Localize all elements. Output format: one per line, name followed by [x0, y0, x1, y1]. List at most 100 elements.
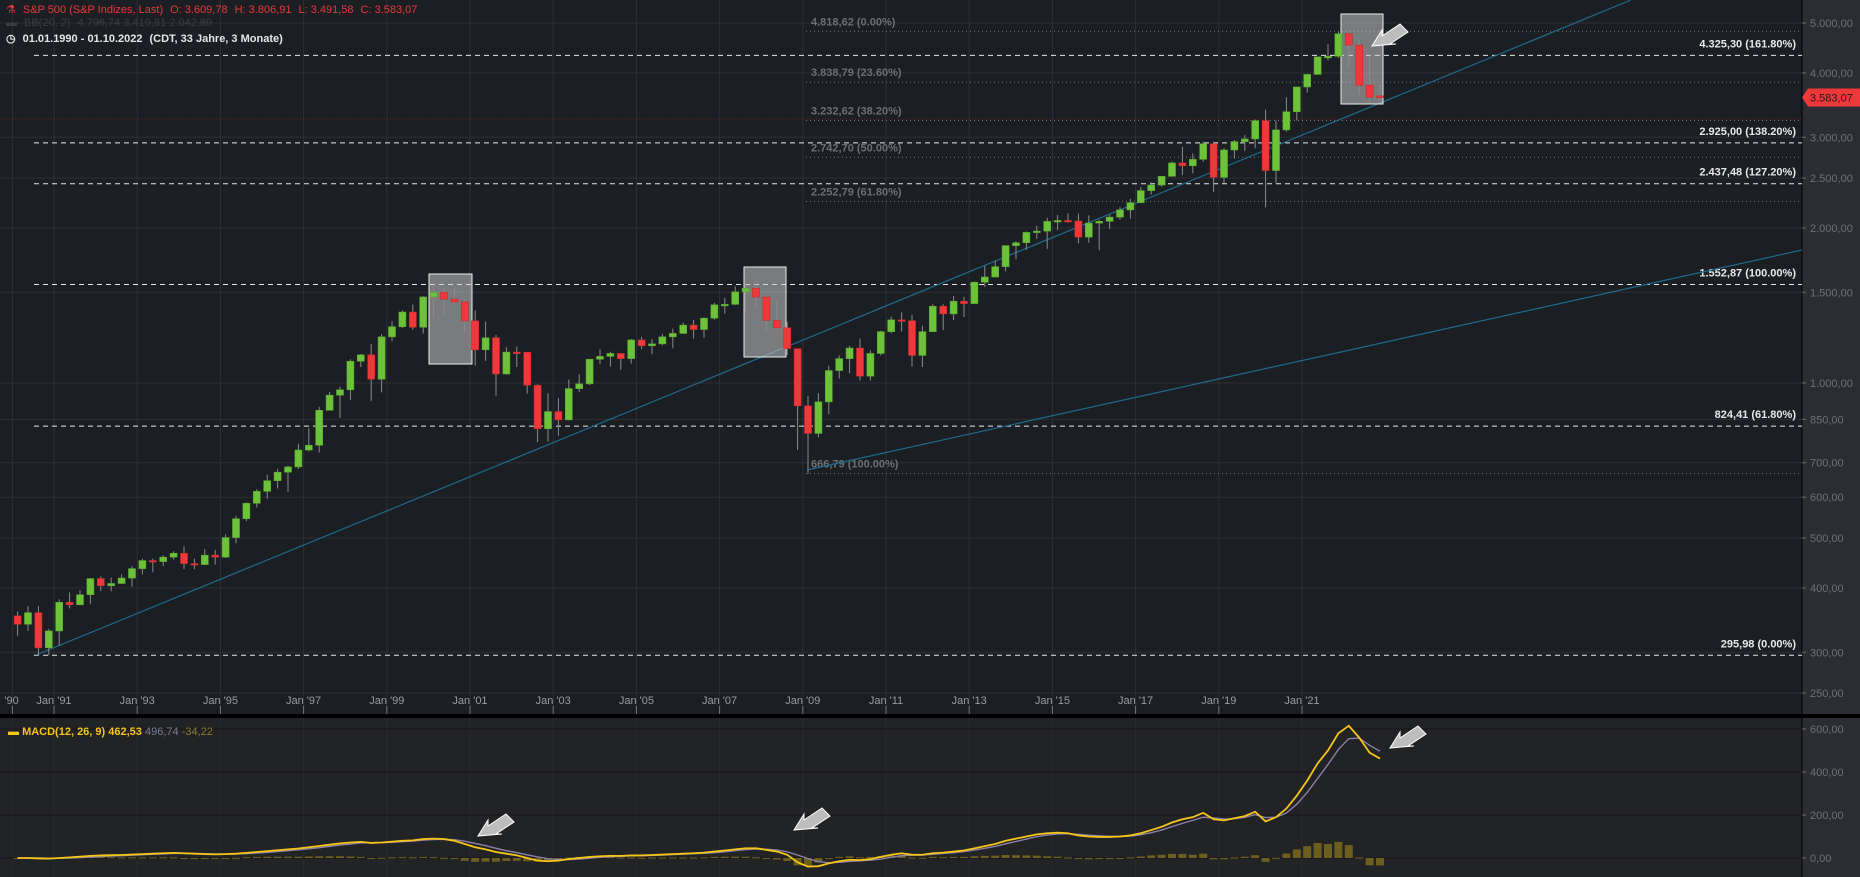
candle [731, 291, 740, 305]
candle [429, 292, 438, 298]
panel-separator[interactable] [0, 714, 1860, 718]
macd-histogram-bar [107, 857, 116, 859]
candle [325, 394, 334, 411]
macd-histogram-bar [336, 856, 344, 858]
macd-histogram-bar [221, 858, 230, 859]
candle [1137, 190, 1145, 203]
candle [440, 292, 448, 300]
candle [606, 353, 615, 357]
candle [575, 383, 584, 389]
candle [679, 324, 688, 334]
macd-histogram-bar [356, 856, 365, 858]
candle [700, 317, 708, 330]
candle [159, 556, 167, 562]
candle [1033, 230, 1041, 233]
bb-legend[interactable]: ▬ BB(20, 2) 4.796,74 3.419,81 2.042,89 [6, 17, 219, 29]
macd-histogram-bar [918, 857, 927, 859]
macd-histogram-bar [242, 857, 251, 859]
candle [232, 518, 240, 538]
candle [471, 320, 480, 351]
macd-histogram-bar [460, 858, 469, 861]
fib-extension-label: 824,41 (61.80%) [1715, 409, 1797, 421]
candle [949, 300, 958, 315]
candle [253, 491, 261, 504]
candle [65, 602, 74, 606]
macd-histogram-bar [689, 857, 698, 859]
macd-histogram-bar [1365, 858, 1374, 866]
annotation-arrow-icon [477, 813, 515, 837]
candle [814, 401, 823, 434]
macd-histogram-bar [1064, 857, 1072, 859]
candle [970, 281, 979, 304]
candle [1334, 33, 1343, 57]
macd-histogram-bar [804, 858, 812, 866]
candle [377, 336, 386, 380]
chart-settings-icon[interactable]: ⚗ [6, 4, 16, 16]
trendline [35, 0, 1632, 656]
macd-histogram-bar [1313, 842, 1322, 858]
macd-histogram-bar [200, 858, 209, 859]
macd-histogram-bar [138, 857, 147, 859]
candle [637, 339, 646, 347]
candle [908, 320, 916, 356]
macd-y-tick-label: 200,00 [1810, 810, 1844, 822]
candle [554, 411, 563, 421]
candle [336, 389, 344, 396]
candle [793, 348, 802, 407]
candle [1053, 220, 1062, 223]
macd-chart[interactable]: 600,00 400,00 200,00 0,00 [0, 718, 1860, 877]
candle [887, 319, 896, 332]
macd-histogram-bar [928, 856, 937, 858]
macd-histogram-bar [627, 857, 636, 859]
macd-histogram-bar [762, 858, 771, 859]
macd-histogram-bar [232, 857, 240, 859]
candle [762, 296, 771, 321]
y-tick-label: 500,00 [1810, 533, 1844, 545]
x-tick-label: Jan '21 [1284, 695, 1319, 707]
x-tick-label: Jan '95 [203, 695, 238, 707]
fib-retracement-label: 4.818,62 (0.00%) [811, 16, 896, 28]
candle [97, 578, 105, 586]
candle [492, 337, 500, 375]
candle [710, 304, 719, 319]
macd-histogram-bar [1220, 858, 1228, 860]
macd-histogram-bar [1074, 858, 1083, 860]
x-tick-label: Jan '09 [785, 695, 820, 707]
macd-histogram-bar [1178, 853, 1187, 858]
macd-histogram-bar [263, 856, 272, 858]
y-tick-label: 1.500,00 [1810, 287, 1853, 299]
macd-histogram-bar [294, 856, 303, 858]
bb-swatch-icon: ▬ [6, 17, 17, 29]
date-range[interactable]: ◷ 01.01.1990 - 01.10.2022 (CDT, 33 Jahre, … [6, 32, 290, 45]
macd-histogram-bar [440, 857, 448, 859]
candle [367, 354, 376, 380]
candle [1376, 95, 1384, 98]
macd-histogram-bar [960, 856, 968, 858]
macd-histogram-bar [1355, 857, 1364, 859]
y-tick-label: 400,00 [1810, 583, 1844, 595]
macd-histogram-bar [564, 857, 573, 859]
candle [741, 287, 750, 293]
candle [980, 276, 989, 283]
candle [86, 578, 95, 596]
fib-retracement-label: 666,79 (100.00%) [811, 459, 899, 471]
macd-histogram-bar [377, 857, 386, 859]
macd-histogram-bar [523, 858, 532, 862]
macd-histogram-bar [252, 856, 261, 858]
macd-histogram-bar [939, 857, 948, 859]
candle [408, 311, 417, 328]
candle [460, 301, 469, 322]
macd-legend[interactable]: ▬ MACD(12, 26, 9) 462,53 496,74 -34,22 [8, 726, 213, 738]
candle [668, 333, 677, 338]
candle [55, 602, 64, 632]
macd-histogram-bar [835, 856, 844, 858]
y-tick-label: 5.000,00 [1810, 18, 1853, 30]
price-chart[interactable]: 5.000,00 4.000,00 3.000,00 2.500,00 2.000,00… [0, 0, 1860, 714]
annotation-arrow-icon [1389, 725, 1427, 749]
y-tick-label: 600,00 [1810, 492, 1844, 504]
macd-histogram-bar [814, 858, 823, 863]
last-price-tag [1802, 88, 1860, 107]
macd-y-tick-label: 0,00 [1810, 853, 1831, 865]
y-tick-label: 700,00 [1810, 458, 1844, 470]
macd-histogram-bar [148, 857, 157, 859]
